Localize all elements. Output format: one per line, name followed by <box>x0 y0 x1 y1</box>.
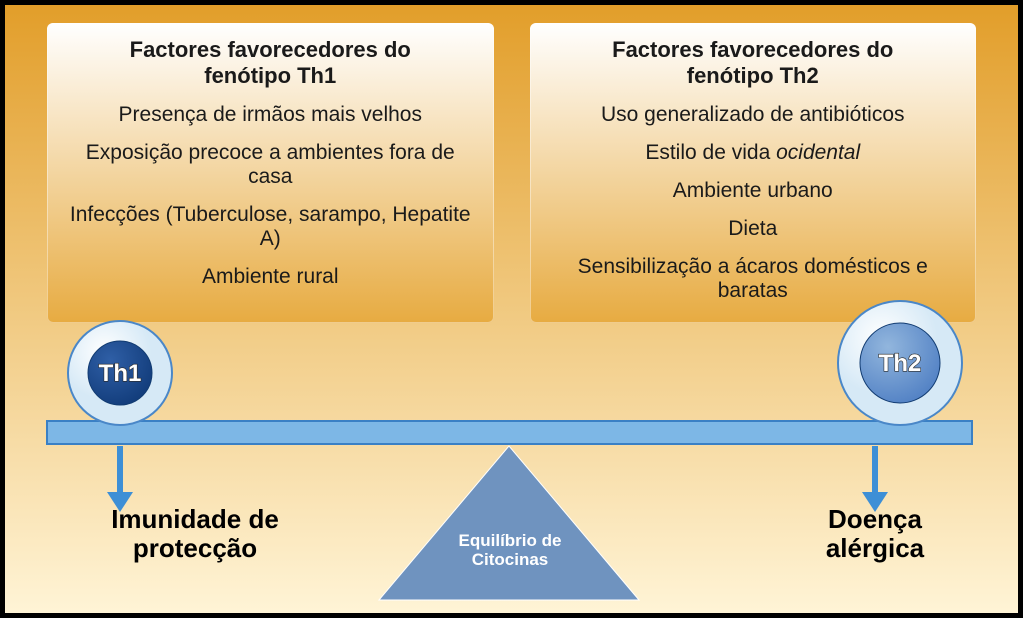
diagram-frame: Factores favorecedores do fenótipo Th1 P… <box>0 0 1023 618</box>
outcome-right: Doença alérgica <box>765 505 985 562</box>
outcome-left: Imunidade de protecção <box>45 505 345 562</box>
